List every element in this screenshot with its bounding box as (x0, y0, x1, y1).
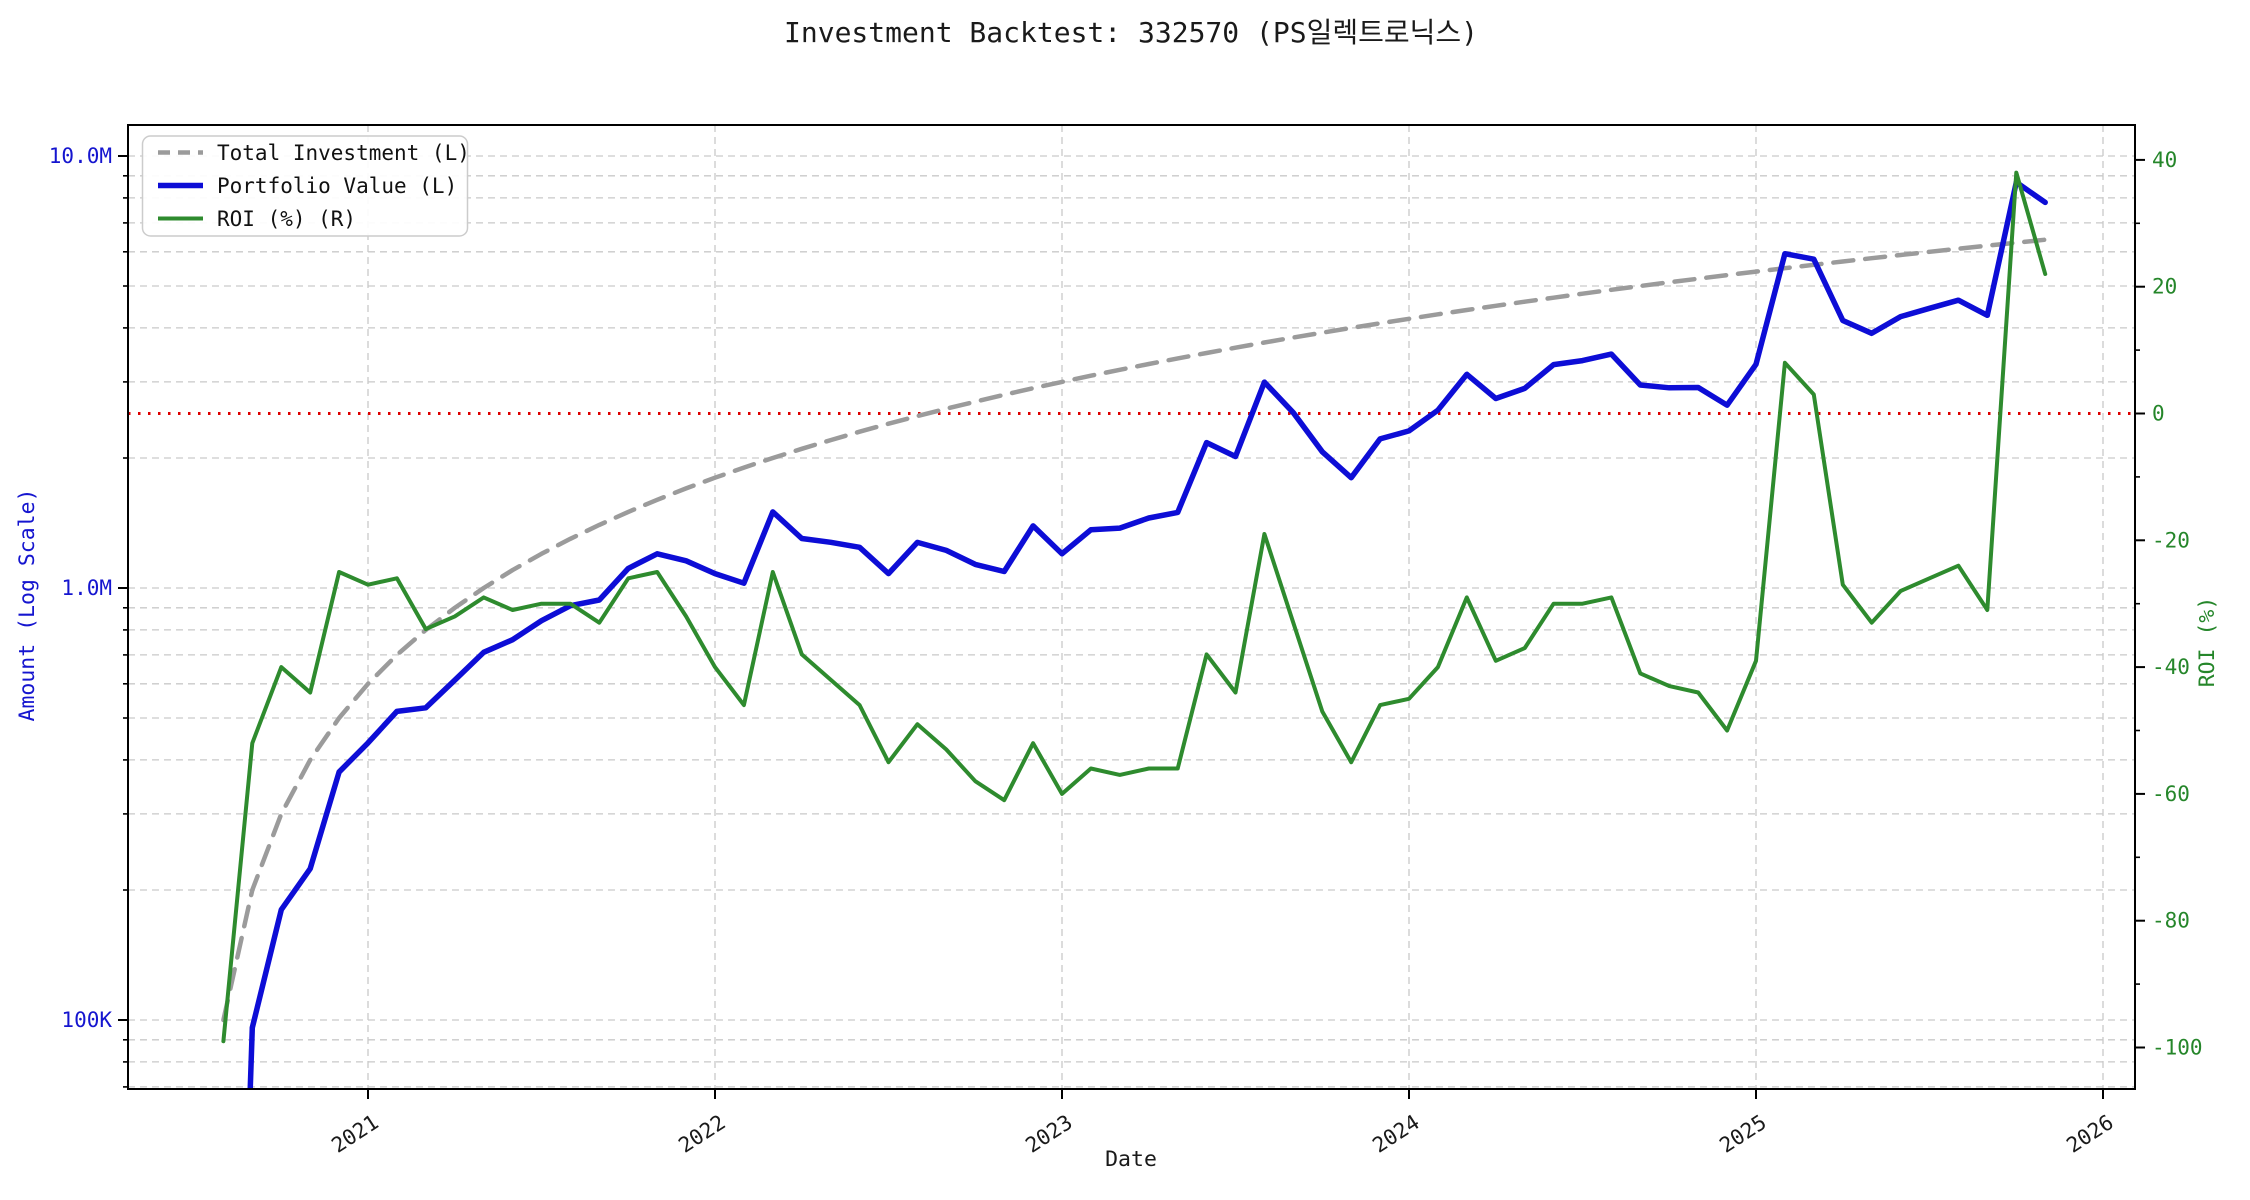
x-tick-label: 2024 (1368, 1110, 1423, 1158)
right-tick-label: 40 (2152, 148, 2177, 172)
right-axis-label: ROI (%) (2195, 597, 2220, 688)
x-tick-label: 2023 (1021, 1110, 1076, 1158)
right-tick-label: -20 (2152, 528, 2190, 552)
total-investment-line (221, 237, 2048, 1023)
plot-border (127, 124, 2136, 1090)
legend-item: Portfolio Value (L) (158, 174, 457, 198)
x-tick-label: 2022 (674, 1110, 729, 1158)
x-tick-label: 2025 (1715, 1110, 1770, 1158)
legend-box (141, 135, 469, 237)
gridlines (128, 125, 2135, 1089)
x-axis-label: Date (1105, 1147, 1157, 1172)
axes: 10.0M 1.0M 100K 40 20 0 -20 -40 -60 -80 -100 2021 20… (49, 124, 2203, 1158)
left-tick-label: 1.0M (61, 576, 112, 600)
legend-item: Total Investment (L) (158, 141, 470, 165)
legend-item-label: ROI (%) (R) (217, 207, 356, 231)
legend-item-label: Portfolio Value (L) (217, 174, 457, 198)
left-tick-label: 100K (61, 1008, 112, 1032)
left-tick-label: 10.0M (49, 144, 112, 168)
right-tick-label: -100 (2152, 1036, 2203, 1060)
portfolio-value-line (247, 179, 2048, 1089)
roi-line (221, 170, 2048, 1044)
series-lines (221, 170, 2048, 1089)
right-tick-label: 0 (2152, 402, 2165, 426)
legend: Total Investment (L) Portfolio Value (L) R… (141, 135, 470, 237)
right-tick-label: -80 (2152, 909, 2190, 933)
left-axis-label: Amount (Log Scale) (15, 489, 40, 722)
chart-title: Investment Backtest: 332570 (PS일렉트로닉스) (784, 16, 1478, 49)
legend-item-label: Total Investment (L) (217, 141, 470, 165)
right-tick-label: -40 (2152, 655, 2190, 679)
legend-item: ROI (%) (R) (158, 207, 356, 231)
right-tick-label: 20 (2152, 275, 2177, 299)
x-tick-label: 2026 (2062, 1110, 2117, 1158)
right-tick-label: -60 (2152, 782, 2190, 806)
x-tick-label: 2021 (327, 1110, 382, 1158)
